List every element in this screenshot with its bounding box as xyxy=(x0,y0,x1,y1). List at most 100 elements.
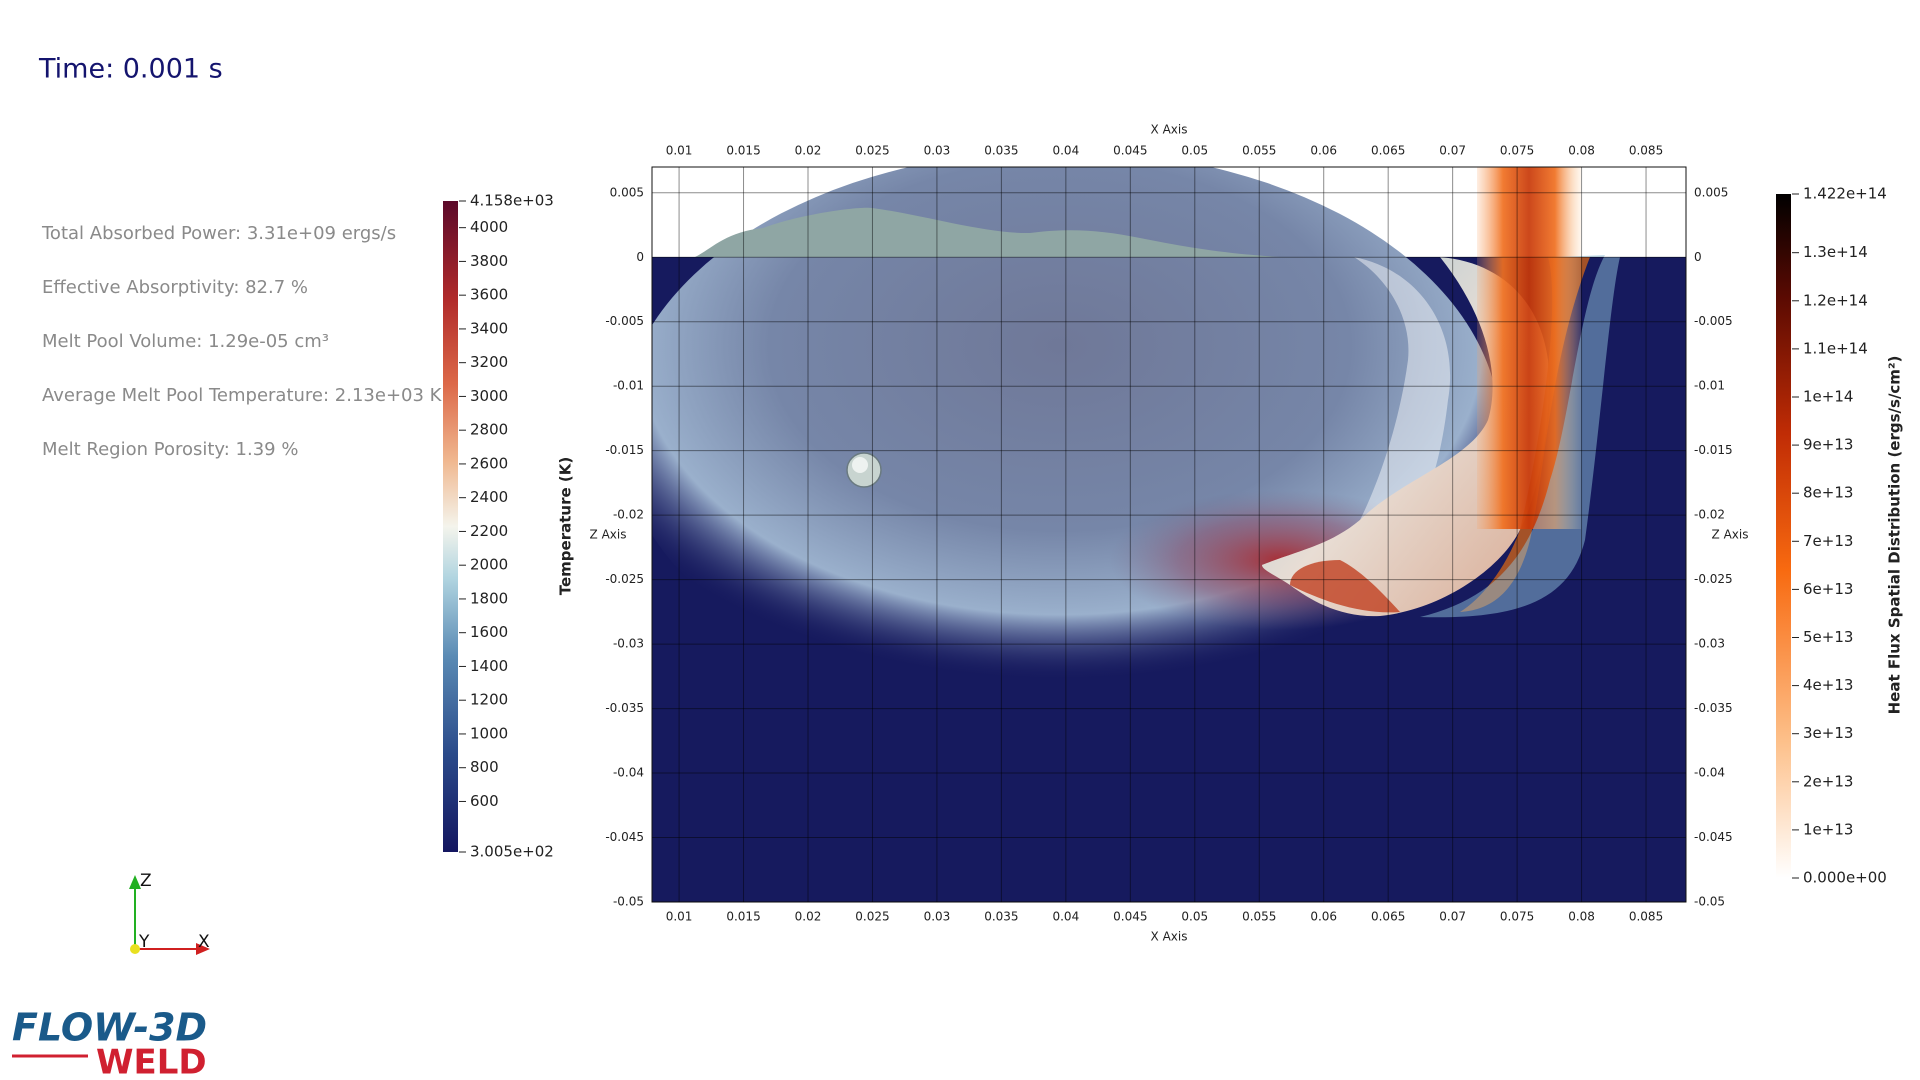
logo: FLOW-3D WELD xyxy=(12,1006,207,1080)
z-tick-label: -0.01 xyxy=(613,379,644,393)
temperature-tick-label: 2200 xyxy=(470,522,508,540)
x-tick-label: 0.05 xyxy=(1181,144,1208,158)
temperature-tick-label: 2000 xyxy=(470,556,508,574)
heat-flux-tick-label: 3e+13 xyxy=(1803,724,1853,742)
z-tick-label: 0 xyxy=(636,250,644,264)
axes-triad: Z Y X xyxy=(129,871,210,955)
heat-flux-tick-label: 1.2e+14 xyxy=(1803,291,1868,309)
temperature-tick-label: 2600 xyxy=(470,454,508,472)
x-tick-label: 0.075 xyxy=(1500,144,1534,158)
x-tick-label: 0.065 xyxy=(1371,144,1405,158)
x-tick-label: 0.055 xyxy=(1242,910,1276,924)
simulation-render xyxy=(652,167,1686,902)
z-tick-label: -0.035 xyxy=(605,701,644,715)
x-tick-label: 0.05 xyxy=(1181,910,1208,924)
z-tick-label: -0.005 xyxy=(1694,314,1733,328)
x-tick-label: 0.085 xyxy=(1629,910,1663,924)
z-tick-label: -0.045 xyxy=(1694,830,1733,844)
z-tick-label: -0.015 xyxy=(605,443,644,457)
x-tick-label: 0.015 xyxy=(726,910,760,924)
x-tick-label: 0.08 xyxy=(1568,144,1595,158)
x-tick-label: 0.055 xyxy=(1242,144,1276,158)
x-tick-label: 0.06 xyxy=(1310,910,1337,924)
z-tick-label: -0.02 xyxy=(1694,508,1725,522)
z-tick-label: 0.005 xyxy=(610,185,644,199)
x-tick-label: 0.045 xyxy=(1113,910,1147,924)
x-axis-title: X Axis xyxy=(1151,930,1188,944)
z-tick-label: -0.015 xyxy=(1694,443,1733,457)
temperature-tick-label: 4.158e+03 xyxy=(470,192,554,210)
heat-flux-title: Heat Flux Spatial Distribution (ergs/s/c… xyxy=(1886,356,1904,715)
temperature-tick-label: 2800 xyxy=(470,421,508,439)
temperature-tick-label: 1400 xyxy=(470,657,508,675)
heat-flux-tick-label: 4e+13 xyxy=(1803,676,1853,694)
x-tick-label: 0.03 xyxy=(924,144,951,158)
z-tick-label: -0.025 xyxy=(605,572,644,586)
temperature-tick-label: 3200 xyxy=(470,353,508,371)
stat-line: Average Melt Pool Temperature: 2.13e+03 … xyxy=(42,385,443,406)
heat-flux-tick-label: 6e+13 xyxy=(1803,580,1853,598)
x-tick-label: 0.07 xyxy=(1439,144,1466,158)
plot-frame xyxy=(651,166,1687,903)
stat-line: Effective Absorptivity: 82.7 % xyxy=(42,277,308,298)
x-tick-label: 0.04 xyxy=(1052,144,1079,158)
temperature-tick-label: 800 xyxy=(470,758,499,776)
x-tick-label: 0.02 xyxy=(795,910,822,924)
temperature-tick-label: 1800 xyxy=(470,589,508,607)
heat-flux-tick-label: 5e+13 xyxy=(1803,628,1853,646)
x-tick-label: 0.07 xyxy=(1439,910,1466,924)
temperature-tick-label: 1200 xyxy=(470,691,508,709)
temperature-tick-label: 3400 xyxy=(470,319,508,337)
heat-flux-tick-label: 1.3e+14 xyxy=(1803,243,1868,261)
z-axis-title: Z Axis xyxy=(590,528,627,542)
temperature-tick-label: 4000 xyxy=(470,218,508,236)
x-tick-label: 0.015 xyxy=(726,144,760,158)
heat-flux-colorbar xyxy=(1776,194,1791,878)
x-tick-label: 0.035 xyxy=(984,144,1018,158)
x-tick-label: 0.01 xyxy=(666,144,693,158)
temperature-colorbar xyxy=(443,201,458,852)
temperature-tick-label: 2400 xyxy=(470,488,508,506)
z-tick-label: -0.05 xyxy=(1694,895,1725,909)
temperature-tick-label: 3600 xyxy=(470,286,508,304)
z-tick-label: -0.035 xyxy=(1694,701,1733,715)
x-tick-label: 0.085 xyxy=(1629,144,1663,158)
z-axis-title: Z Axis xyxy=(1712,528,1749,542)
x-tick-label: 0.08 xyxy=(1568,910,1595,924)
time-label: Time: 0.001 s xyxy=(38,54,223,85)
z-tick-label: -0.03 xyxy=(613,637,644,651)
stat-line: Total Absorbed Power: 3.31e+09 ergs/s xyxy=(41,223,396,244)
x-tick-label: 0.03 xyxy=(924,910,951,924)
x-tick-label: 0.035 xyxy=(984,910,1018,924)
temperature-tick-label: 600 xyxy=(470,792,499,810)
triad-x: X xyxy=(198,932,210,952)
z-tick-label: -0.045 xyxy=(605,830,644,844)
heat-flux-tick-label: 9e+13 xyxy=(1803,436,1853,454)
x-tick-label: 0.045 xyxy=(1113,144,1147,158)
z-tick-label: -0.01 xyxy=(1694,379,1725,393)
z-tick-label: -0.005 xyxy=(605,314,644,328)
x-tick-label: 0.01 xyxy=(666,910,693,924)
x-tick-label: 0.025 xyxy=(855,910,889,924)
heat-flux-tick-label: 7e+13 xyxy=(1803,532,1853,550)
triad-y: Y xyxy=(138,932,150,952)
z-tick-label: -0.02 xyxy=(613,508,644,522)
temperature-tick-label: 3.005e+02 xyxy=(470,843,554,861)
heat-flux-tick-label: 1e+13 xyxy=(1803,820,1853,838)
z-tick-label: -0.025 xyxy=(1694,572,1733,586)
z-tick-label: -0.05 xyxy=(613,895,644,909)
z-tick-label: -0.04 xyxy=(613,766,644,780)
heat-flux-tick-label: 2e+13 xyxy=(1803,772,1853,790)
stat-line: Melt Region Porosity: 1.39 % xyxy=(42,439,298,460)
z-tick-label: 0.005 xyxy=(1694,185,1728,199)
logo-top: FLOW-3D xyxy=(12,1006,207,1050)
temperature-title: Temperature (K) xyxy=(557,457,575,595)
temperature-tick-label: 3800 xyxy=(470,252,508,270)
heat-flux-tick-label: 0.000e+00 xyxy=(1803,869,1887,887)
x-tick-label: 0.04 xyxy=(1052,910,1079,924)
x-tick-label: 0.065 xyxy=(1371,910,1405,924)
stat-line: Melt Pool Volume: 1.29e-05 cm³ xyxy=(42,331,329,352)
z-tick-label: -0.04 xyxy=(1694,766,1725,780)
x-tick-label: 0.025 xyxy=(855,144,889,158)
